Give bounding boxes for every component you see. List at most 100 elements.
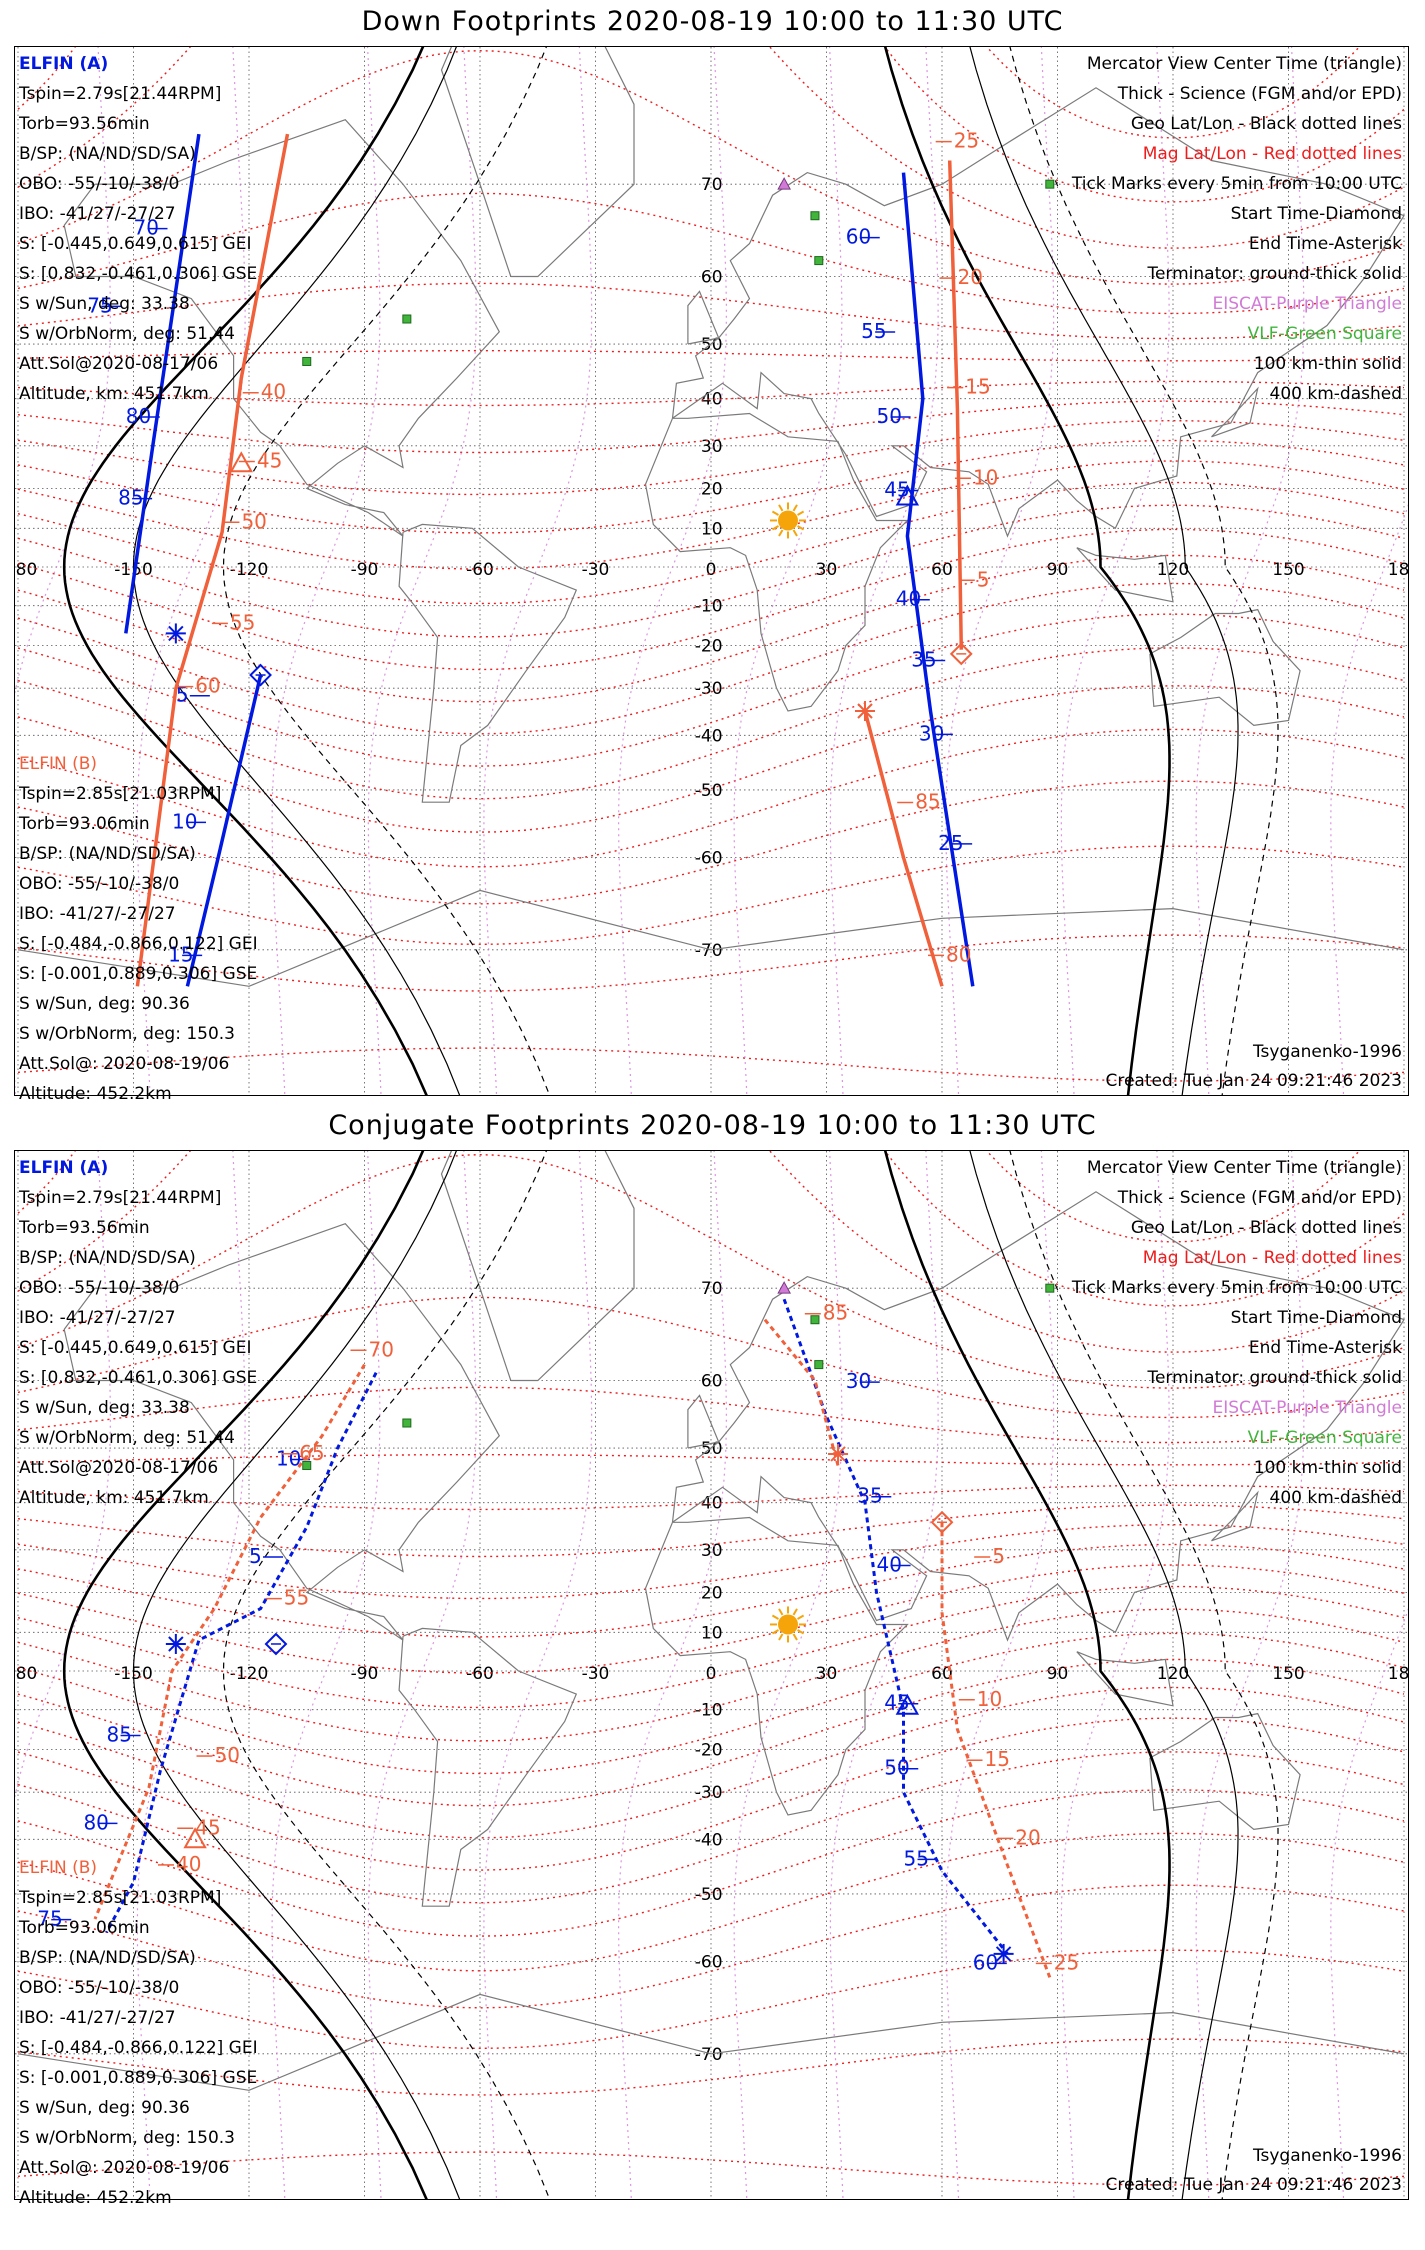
elfin-b-line: Att.Sol@: 2020-08-19/06	[19, 2158, 230, 2178]
asterisk-stroke	[168, 625, 184, 642]
mag-parallel	[17, 528, 1405, 671]
end-time-asterisk	[993, 1943, 1014, 1964]
lat-tick-label: 60	[701, 267, 723, 287]
sun-ray	[797, 1629, 805, 1635]
terminator-100km	[969, 47, 1239, 1095]
sun-ray	[771, 510, 779, 516]
lon-tick-label: -30	[582, 1664, 610, 1684]
elfin-b-title: ELFIN (B)	[19, 1858, 98, 1878]
elfin-b-tick-label: 85	[915, 790, 940, 814]
elfin-b-tick-label: 20	[1015, 1825, 1040, 1849]
elfin-a-tick-label: 5	[176, 683, 189, 707]
lon-tick-label: -180	[15, 560, 37, 580]
sun-ray	[792, 504, 798, 512]
lon-tick-label: 30	[816, 1664, 838, 1684]
sun-ray	[771, 1614, 779, 1620]
elfin-a-tick-label: 25	[938, 831, 963, 855]
mag-parallel	[17, 1632, 1405, 1775]
eiscat-site-triangle	[777, 1281, 791, 1294]
elfin-b-line: S w/Sun, deg: 90.36	[19, 994, 190, 1014]
legend-item: EISCAT-Purple Triangle	[1212, 294, 1402, 314]
mag-meridian	[945, 47, 1055, 1095]
terminator-400km	[222, 47, 551, 1095]
elfin-b-line: Tspin=2.85s[21.03RPM]	[19, 784, 222, 804]
elfin-a-line: Att.Sol@2020-08-17/06	[19, 1458, 219, 1478]
mag-parallel	[17, 419, 1405, 496]
lat-tick-label: -50	[695, 781, 723, 801]
lon-tick-label: 60	[931, 1664, 953, 1684]
mag-meridian	[829, 47, 939, 1095]
lon-tick-label: 150	[1272, 560, 1304, 580]
legend-item: End Time-Asterisk	[1248, 1338, 1402, 1358]
legend: Mercator View Center Time (triangle) Thi…	[1072, 49, 1402, 409]
elfin-a-tick-label: 80	[83, 1810, 108, 1834]
map-panel-conjugate: -180-150-120-90-60-300306090120150180706…	[14, 1150, 1409, 2208]
terminator-100km	[969, 1151, 1239, 2199]
lon-tick-label: -90	[351, 1664, 379, 1684]
elfin-b-tick-label: 10	[973, 465, 998, 489]
mag-parallel	[17, 1608, 1405, 1742]
elfin-b-line: S w/Sun, deg: 90.36	[19, 2098, 190, 2118]
elfin-a-track	[185, 674, 263, 987]
elfin-a-track	[124, 133, 201, 634]
lon-tick-label: 90	[1047, 1664, 1069, 1684]
elfin-b-tick-label: 25	[954, 129, 979, 153]
lon-tick-label: -120	[230, 1664, 269, 1684]
map-canvas-down: -180-150-120-90-60-300306090120150180706…	[15, 47, 1408, 1095]
lon-tick-label: 150	[1272, 1664, 1304, 1684]
legend-item: VLF-Green Square	[1247, 1428, 1402, 1448]
terminator-100km	[132, 1151, 461, 2199]
terminator-400km	[222, 1151, 551, 2199]
created-label: Created: Tue Jan 24 09:21:46 2023	[1105, 2175, 1402, 2195]
legend-item: Terminator: ground-thick solid	[1147, 1368, 1402, 1388]
elfin-b-tick-label: 55	[230, 610, 255, 634]
elfin-a-line: S w/OrbNorm, deg: 51.44	[19, 1428, 236, 1448]
elfin-a-line: S: [-0.445,0.649,0.615] GEI	[19, 1338, 252, 1358]
elfin-b-tick-label: 50	[241, 509, 266, 533]
lon-tick-label: 180	[1388, 560, 1408, 580]
elfin-a-tick-label: 75	[87, 293, 112, 317]
elfin-a-line: IBO: -41/27/-27/27	[19, 204, 176, 224]
terminator-ground	[62, 1151, 428, 2199]
elfin-b-track	[947, 160, 964, 650]
mag-parallel	[986, 1151, 1360, 1243]
mag-parallel	[17, 647, 1405, 800]
elfin-a-line: OBO: -55/-10/-38/0	[19, 1278, 180, 1298]
terminator-ground	[883, 47, 1171, 1095]
lon-tick-label: 30	[816, 560, 838, 580]
elfin-b-tick-label: 85	[823, 1301, 848, 1325]
lat-tick-label: -60	[695, 1953, 723, 1973]
elfin-b-tick-label: 25	[1054, 1950, 1079, 1974]
end-time-asterisk	[165, 623, 186, 644]
elfin-a-tick-label: 50	[877, 404, 902, 428]
elfin-b-line: Altitude: 452.2km	[19, 1084, 172, 1104]
lat-tick-label: -30	[695, 1783, 723, 1803]
elfin-a-tick-label: 5	[249, 1544, 262, 1568]
elfin-b-tick-label: 15	[985, 1747, 1010, 1771]
center-time-triangle	[229, 451, 253, 473]
elfin-a-tick-label: 85	[107, 1722, 132, 1746]
elfin-b-tick-label: 50	[215, 1743, 240, 1767]
elfin-b-line: S: [-0.484,-0.866,0.122] GEI	[19, 934, 258, 954]
map-canvas-conjugate: -180-150-120-90-60-300306090120150180706…	[15, 1151, 1408, 2199]
legend-item: Thick - Science (FGM and/or EPD)	[1117, 1188, 1402, 1208]
mag-meridian	[483, 47, 593, 1095]
elfin-b-line: Torb=93.06min	[19, 1918, 150, 1938]
coastline	[440, 1151, 635, 1382]
elfin-b-track	[135, 133, 290, 987]
start-time-diamond	[264, 1632, 288, 1656]
lon-tick-label: 90	[1047, 560, 1069, 580]
elfin-b-line: Tspin=2.85s[21.03RPM]	[19, 1888, 222, 1908]
elfin-a-tick-label: 55	[904, 1846, 929, 1870]
elfin-b-line: OBO: -55/-10/-38/0	[19, 1978, 180, 1998]
elfin-a-tick-label: 80	[126, 404, 151, 428]
elfin-b-title: ELFIN (B)	[19, 754, 98, 774]
lat-tick-label: -70	[695, 941, 723, 961]
vlf-site-square	[302, 1460, 312, 1470]
legend-item: Mag Lat/Lon - Red dotted lines	[1142, 1248, 1402, 1268]
mag-parallel	[17, 504, 1405, 638]
legend-item: 100 km-thin solid	[1253, 354, 1402, 374]
end-time-asterisk	[165, 1633, 186, 1654]
lon-tick-label: -60	[466, 560, 494, 580]
elfin-a-track	[901, 172, 975, 987]
